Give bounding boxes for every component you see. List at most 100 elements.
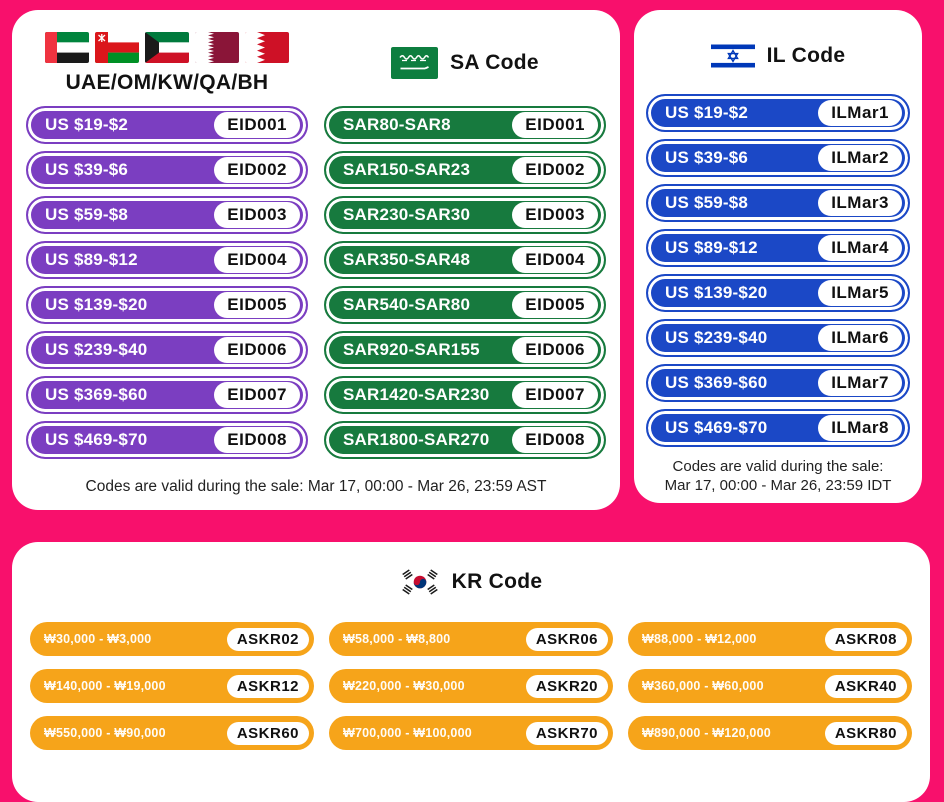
coupon-code[interactable]: EID006	[214, 337, 300, 363]
coupon-code[interactable]: EID007	[214, 382, 300, 408]
kr-title: KR Code	[451, 570, 543, 593]
coupon-pill[interactable]: US $39-$6 EID002	[26, 151, 308, 189]
coupon-pill[interactable]: US $239-$40 ILMar6	[646, 319, 910, 357]
coupon-code[interactable]: EID004	[512, 247, 598, 273]
coupon-code[interactable]: EID003	[512, 202, 598, 228]
coupon-pill[interactable]: ₩30,000 - ₩3,000 ASKR02	[30, 622, 314, 656]
coupon-code[interactable]: EID001	[214, 112, 300, 138]
coupon-pill[interactable]: US $59-$8 EID003	[26, 196, 308, 234]
coupon-value: SAR1800-SAR270	[343, 430, 490, 449]
coupon-code[interactable]: ASKR06	[525, 627, 608, 651]
coupon-code[interactable]: ILMar5	[818, 280, 902, 306]
coupon-pill[interactable]: ₩220,000 - ₩30,000 ASKR20	[329, 669, 613, 703]
coupon-code[interactable]: ILMar8	[818, 415, 902, 441]
coupon-pill[interactable]: ₩550,000 - ₩90,000 ASKR60	[30, 716, 314, 750]
coupon-code[interactable]: ILMar3	[818, 190, 902, 216]
coupon-pill[interactable]: US $139-$20 ILMar5	[646, 274, 910, 312]
coupon-code[interactable]: ILMar4	[818, 235, 902, 261]
coupon-code[interactable]: EID002	[512, 157, 598, 183]
coupon-pill[interactable]: US $469-$70 ILMar8	[646, 409, 910, 447]
gulf-sa-validity-note: Codes are valid during the sale: Mar 17,…	[85, 478, 547, 495]
sa-title: SA Code	[450, 51, 539, 74]
coupon-code[interactable]: ASKR70	[525, 721, 608, 745]
coupon-code[interactable]: ILMar7	[818, 370, 902, 396]
coupon-pill[interactable]: US $469-$70 EID008	[26, 421, 308, 459]
coupon-pill[interactable]: US $369-$60 ILMar7	[646, 364, 910, 402]
coupon-code[interactable]: ASKR08	[824, 627, 907, 651]
coupon-code[interactable]: EID006	[512, 337, 598, 363]
coupon-pill[interactable]: ₩890,000 - ₩120,000 ASKR80	[628, 716, 912, 750]
coupon-pill[interactable]: US $39-$6 ILMar2	[646, 139, 910, 177]
coupon-code[interactable]: ILMar6	[818, 325, 902, 351]
coupon-pill[interactable]: ₩360,000 - ₩60,000 ASKR40	[628, 669, 912, 703]
coupon-pill[interactable]: ₩140,000 - ₩19,000 ASKR12	[30, 669, 314, 703]
coupon-value: US $89-$12	[665, 238, 758, 257]
coupon-value: SAR540-SAR80	[343, 295, 471, 314]
coupon-pill[interactable]: US $19-$2 ILMar1	[646, 94, 910, 132]
coupon-pill[interactable]: ₩700,000 - ₩100,000 ASKR70	[329, 716, 613, 750]
coupon-pill[interactable]: SAR920-SAR155 EID006	[324, 331, 606, 369]
coupon-value: SAR920-SAR155	[343, 340, 480, 359]
coupon-value: SAR80-SAR8	[343, 115, 451, 134]
gulf-flags-row	[45, 31, 289, 63]
coupon-code[interactable]: ASKR12	[226, 674, 309, 698]
coupon-value: US $19-$2	[45, 115, 129, 134]
coupon-code[interactable]: ASKR02	[226, 627, 309, 651]
coupon-code[interactable]: EID008	[214, 427, 300, 453]
coupon-pill[interactable]: SAR80-SAR8 EID001	[324, 106, 606, 144]
coupon-code[interactable]: EID002	[214, 157, 300, 183]
il-validity-note: Codes are valid during the sale: Mar 17,…	[646, 447, 910, 495]
coupon-value: SAR150-SAR23	[343, 160, 471, 179]
coupon-value: US $59-$8	[45, 205, 129, 224]
il-validity-line1: Codes are valid during the sale:	[672, 458, 884, 475]
coupon-value: ₩140,000 - ₩19,000	[44, 679, 166, 693]
coupon-pill[interactable]: US $89-$12 EID004	[26, 241, 308, 279]
coupon-pill[interactable]: SAR1420-SAR230 EID007	[324, 376, 606, 414]
coupon-code[interactable]: EID001	[512, 112, 598, 138]
coupon-value: US $89-$12	[45, 250, 138, 269]
coupon-pill[interactable]: US $139-$20 EID005	[26, 286, 308, 324]
coupon-code[interactable]: EID005	[214, 292, 300, 318]
coupon-code[interactable]: EID003	[214, 202, 300, 228]
coupon-pill[interactable]: US $19-$2 EID001	[26, 106, 308, 144]
coupon-pill[interactable]: SAR350-SAR48 EID004	[324, 241, 606, 279]
il-coupon-list: US $19-$2 ILMar1 US $39-$6 ILMar2 US $59-$…	[646, 94, 910, 447]
coupon-value: US $469-$70	[45, 430, 148, 449]
bahrain-flag-icon	[245, 31, 289, 63]
coupon-code[interactable]: EID007	[512, 382, 598, 408]
coupon-pill[interactable]: SAR540-SAR80 EID005	[324, 286, 606, 324]
coupon-value: US $139-$20	[45, 295, 148, 314]
coupon-value: US $369-$60	[45, 385, 148, 404]
il-title: IL Code	[766, 44, 846, 67]
uae-flag-icon	[45, 31, 89, 63]
coupon-pill[interactable]: SAR230-SAR30 EID003	[324, 196, 606, 234]
coupon-pill[interactable]: US $89-$12 ILMar4	[646, 229, 910, 267]
coupon-value: US $39-$6	[665, 148, 749, 167]
coupon-code[interactable]: EID005	[512, 292, 598, 318]
coupon-value: ₩88,000 - ₩12,000	[642, 632, 757, 646]
coupon-value: US $59-$8	[665, 193, 749, 212]
gulf-coupon-list: US $19-$2 EID001 US $39-$6 EID002 US $59-$…	[26, 106, 308, 459]
coupon-pill[interactable]: US $369-$60 EID007	[26, 376, 308, 414]
coupon-value: US $139-$20	[665, 283, 768, 302]
coupon-code[interactable]: ASKR60	[226, 721, 309, 745]
coupon-code[interactable]: ILMar2	[818, 145, 902, 171]
coupon-code[interactable]: EID008	[512, 427, 598, 453]
coupon-pill[interactable]: ₩58,000 - ₩8,800 ASKR06	[329, 622, 613, 656]
saudi-arabia-flag-icon	[391, 47, 439, 79]
coupon-pill[interactable]: US $59-$8 ILMar3	[646, 184, 910, 222]
coupon-code[interactable]: ASKR80	[824, 721, 907, 745]
coupon-value: US $239-$40	[665, 328, 768, 347]
coupon-pill[interactable]: ₩88,000 - ₩12,000 ASKR08	[628, 622, 912, 656]
coupon-pill[interactable]: US $239-$40 EID006	[26, 331, 308, 369]
coupon-pill[interactable]: SAR150-SAR23 EID002	[324, 151, 606, 189]
coupon-code[interactable]: ASKR20	[525, 674, 608, 698]
sa-column: SA Code SAR80-SAR8 EID001 SAR150-SAR23 EID…	[324, 20, 606, 459]
coupon-pill[interactable]: SAR1800-SAR270 EID008	[324, 421, 606, 459]
coupon-value: ₩360,000 - ₩60,000	[642, 679, 764, 693]
coupon-value: ₩890,000 - ₩120,000	[642, 726, 771, 740]
coupon-code[interactable]: ASKR40	[824, 674, 907, 698]
south-korea-flag-icon	[399, 568, 440, 596]
coupon-code[interactable]: ILMar1	[818, 100, 902, 126]
coupon-code[interactable]: EID004	[214, 247, 300, 273]
